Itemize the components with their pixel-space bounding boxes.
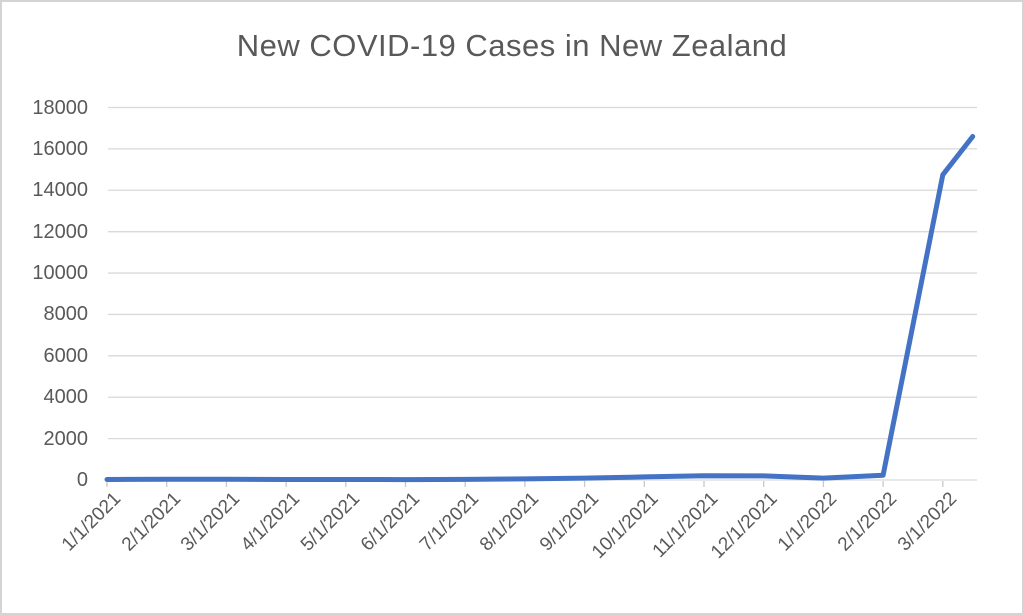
chart-title: New COVID-19 Cases in New Zealand [236, 28, 788, 63]
y-axis-tick-label: 4000 [43, 386, 89, 409]
y-axis-tick-label: 14000 [32, 179, 88, 202]
data-series-line [104, 134, 976, 483]
y-axis-tick-label: 10000 [32, 262, 88, 285]
y-axis-tick-label: 18000 [32, 96, 88, 119]
y-axis-tick-label: 8000 [43, 303, 89, 326]
y-axis-tick-label: 2000 [43, 427, 89, 450]
y-axis-tick-label: 12000 [32, 220, 88, 243]
y-axis-tick-label: 6000 [43, 344, 89, 367]
y-axis-tick-label: 16000 [32, 137, 88, 160]
y-axis-tick-label: 0 [76, 469, 88, 491]
